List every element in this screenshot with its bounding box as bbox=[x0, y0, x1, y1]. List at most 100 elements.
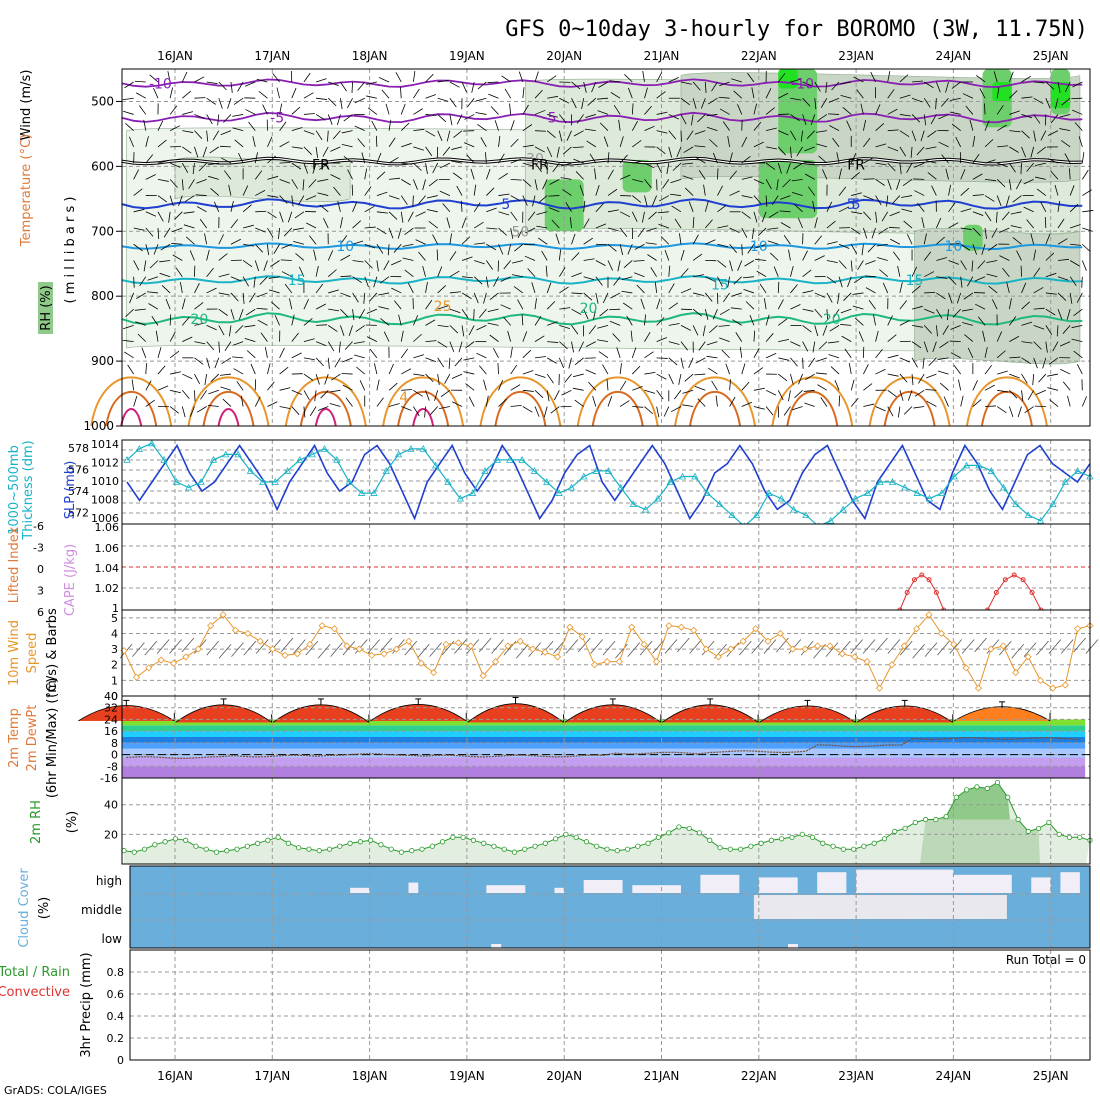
contour-30c bbox=[591, 390, 644, 427]
wind-barb bbox=[767, 240, 779, 245]
wind-barb bbox=[393, 243, 402, 253]
y-title-temp2m: 2m Temp bbox=[7, 708, 22, 768]
wind-barb bbox=[358, 308, 366, 319]
wind-barb-10m bbox=[367, 639, 380, 654]
contour-25c bbox=[674, 376, 757, 427]
temp-color-band bbox=[122, 725, 1086, 732]
wind-barb bbox=[568, 357, 572, 369]
wind-barb bbox=[688, 357, 694, 369]
wind-barb bbox=[230, 292, 239, 302]
wind-barb bbox=[449, 291, 461, 294]
wind-barb bbox=[984, 178, 996, 182]
y-tick-label: 16 bbox=[104, 725, 118, 738]
wind-speed-marker bbox=[132, 673, 140, 681]
wind-barb bbox=[145, 399, 155, 407]
contour-label: 50 bbox=[512, 224, 530, 240]
rh-legend-swatch bbox=[38, 282, 53, 334]
wind-barb bbox=[391, 287, 402, 294]
wind-barb bbox=[451, 160, 463, 164]
wind-barb bbox=[543, 406, 548, 418]
rh-marker bbox=[943, 813, 949, 820]
wind-barb bbox=[656, 357, 668, 359]
wind-barb bbox=[803, 389, 815, 392]
wind-barb bbox=[471, 81, 475, 93]
wind-barb bbox=[547, 341, 559, 343]
wind-barb bbox=[808, 357, 816, 368]
wind-barb bbox=[1047, 387, 1059, 391]
rh-marker bbox=[604, 846, 610, 852]
wind-barb bbox=[790, 265, 794, 277]
thickness-marker bbox=[394, 450, 403, 458]
wind-barb bbox=[1010, 225, 1022, 229]
wind-barb bbox=[401, 142, 412, 148]
wind-barb bbox=[1040, 130, 1047, 141]
wind-barb bbox=[876, 243, 888, 247]
wind-barb bbox=[700, 98, 706, 109]
rh-marker bbox=[285, 840, 292, 846]
wind-barb bbox=[702, 325, 706, 337]
wind-barb bbox=[374, 363, 378, 375]
thickness-marker bbox=[913, 489, 921, 496]
y-tick-label: 0.8 bbox=[107, 966, 125, 979]
contour-25c bbox=[284, 376, 367, 427]
contour-30c bbox=[202, 390, 255, 427]
wind-barb bbox=[666, 163, 670, 175]
thickness-marker bbox=[864, 489, 872, 496]
wind-barb bbox=[682, 162, 694, 165]
contour-minus10 bbox=[121, 78, 1083, 88]
wind-barb bbox=[999, 255, 1010, 261]
wind-barb bbox=[814, 292, 825, 298]
wind-barb bbox=[583, 237, 594, 245]
wind-barb bbox=[238, 309, 244, 320]
wind-barb bbox=[709, 325, 718, 334]
cloud-low-bar bbox=[787, 944, 798, 948]
wind-barb bbox=[537, 237, 548, 245]
rh-marker bbox=[470, 837, 477, 843]
wind-barb-10m bbox=[1060, 639, 1074, 654]
wind-barb bbox=[182, 90, 191, 99]
wind-barb bbox=[522, 104, 529, 115]
wind-barb bbox=[977, 316, 986, 326]
wind-barb bbox=[327, 357, 330, 369]
wind-barb bbox=[254, 260, 260, 272]
thickness-marker bbox=[222, 450, 230, 458]
wind-barb bbox=[202, 146, 208, 158]
wind-barb bbox=[380, 318, 390, 326]
wind-barb bbox=[364, 168, 368, 180]
wind-barb bbox=[693, 274, 704, 278]
wind-barb bbox=[267, 136, 273, 148]
lifted-marker bbox=[911, 577, 917, 583]
wind-barb bbox=[619, 244, 624, 256]
wind-barb bbox=[899, 320, 910, 326]
thickness-marker bbox=[691, 472, 699, 480]
wind-barb bbox=[875, 195, 882, 206]
rh-marker bbox=[696, 830, 703, 836]
thickness-marker bbox=[530, 467, 539, 474]
wind-barb bbox=[988, 243, 998, 252]
rh-marker bbox=[1005, 794, 1011, 800]
wind-barb bbox=[328, 325, 338, 332]
thickness-marker bbox=[209, 456, 218, 463]
wind-barb-10m bbox=[788, 639, 802, 654]
wind-barb bbox=[500, 276, 511, 282]
wind-barb bbox=[157, 211, 164, 222]
wind-barb bbox=[510, 346, 513, 358]
wind-barb bbox=[141, 347, 147, 358]
contour-15c bbox=[121, 275, 1083, 285]
rh-marker bbox=[789, 834, 795, 840]
rh-marker bbox=[244, 843, 250, 849]
wind-barb bbox=[303, 146, 312, 155]
wind-barb bbox=[607, 152, 610, 164]
wind-barb bbox=[694, 373, 706, 376]
wind-barb bbox=[656, 91, 666, 99]
y-title-cloud: Cloud Cover bbox=[17, 868, 32, 948]
wind-barb bbox=[814, 98, 817, 110]
wind-speed-marker bbox=[306, 640, 314, 648]
wind-barb bbox=[657, 211, 669, 214]
wind-barb bbox=[960, 243, 971, 251]
wind-barb bbox=[992, 299, 998, 310]
wind-barb bbox=[918, 373, 925, 384]
wind-barb bbox=[319, 204, 329, 213]
wind-barb bbox=[169, 331, 176, 342]
wind-barb bbox=[449, 341, 455, 353]
